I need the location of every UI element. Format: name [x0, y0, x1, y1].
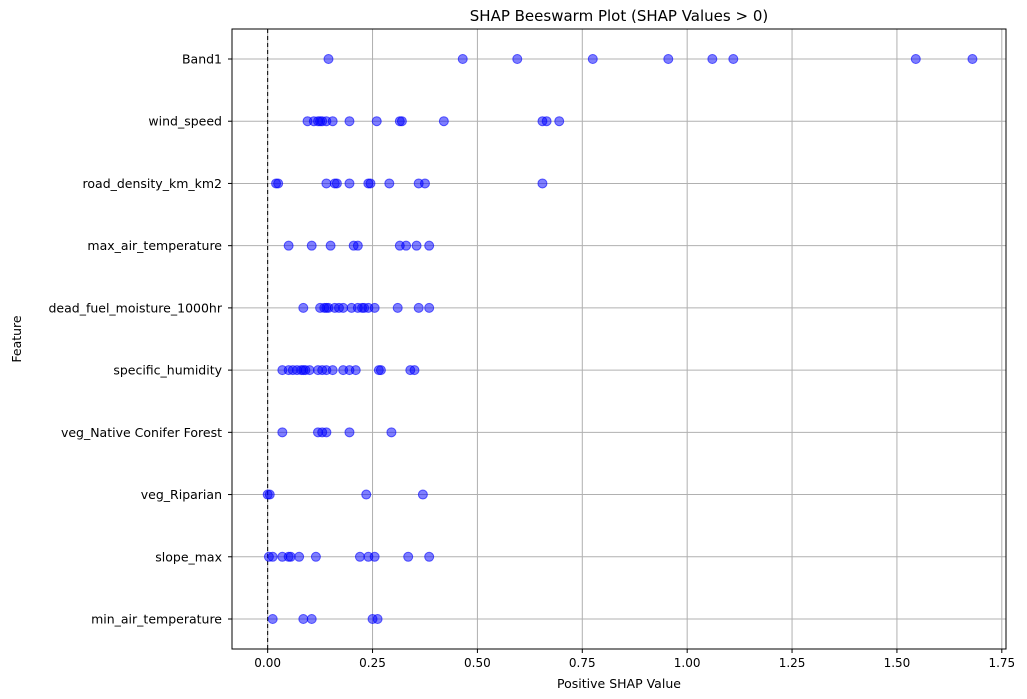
y-tick-label: max_air_temperature [87, 238, 222, 253]
data-point [396, 116, 407, 127]
data-point [304, 365, 315, 376]
x-tick-label: 1.75 [988, 656, 1015, 670]
data-point [728, 54, 739, 64]
data-point [352, 240, 363, 251]
data-point [285, 551, 296, 562]
data-points [262, 54, 978, 624]
data-point [350, 365, 361, 376]
y-tick-label: Band1 [182, 52, 222, 67]
data-point [325, 240, 336, 251]
data-point [294, 551, 305, 562]
data-point [392, 302, 403, 313]
x-tick-label: 0.25 [359, 656, 386, 670]
y-tick-label: wind_speed [148, 114, 222, 129]
data-point [327, 365, 338, 376]
data-point [371, 116, 382, 127]
y-tick-label: specific_humidity [113, 363, 222, 378]
data-point [438, 116, 449, 127]
x-tick-label: 0.75 [569, 656, 596, 670]
y-tick-label: road_density_km_km2 [83, 176, 222, 191]
data-point [419, 178, 430, 189]
x-axis-label: Positive SHAP Value [557, 676, 681, 691]
data-point [386, 427, 397, 438]
y-tick-label: veg_Native Conifer Forest [61, 425, 222, 440]
x-tick-label: 1.50 [884, 656, 911, 670]
data-point [354, 551, 365, 562]
data-point [344, 427, 355, 438]
data-point [283, 240, 294, 251]
data-point [344, 178, 355, 189]
y-tick-label: slope_max [155, 549, 222, 564]
x-tick-label: 1.25 [779, 656, 806, 670]
data-point [457, 54, 468, 64]
data-point [321, 427, 332, 438]
data-point [369, 551, 380, 562]
data-point [365, 178, 376, 189]
data-point [401, 240, 412, 251]
plot-area [232, 29, 1006, 649]
y-axis-label: Feature [9, 315, 24, 363]
data-point [267, 614, 278, 624]
x-tick-label: 1.00 [674, 656, 701, 670]
x-tick-label: 0.00 [254, 656, 281, 670]
data-point [417, 489, 428, 500]
data-point [273, 178, 284, 189]
data-point [338, 302, 349, 313]
chart-title: SHAP Beeswarm Plot (SHAP Values > 0) [470, 7, 768, 25]
data-point [369, 302, 380, 313]
data-point [537, 178, 548, 189]
data-point [424, 302, 435, 313]
data-point [361, 489, 372, 500]
y-tick-label: veg_Riparian [141, 487, 222, 502]
data-point [663, 54, 674, 64]
data-point [384, 178, 395, 189]
y-grid [232, 58, 1006, 620]
x-tick-label: 0.50 [464, 656, 491, 670]
data-point [403, 551, 414, 562]
plot-frame [231, 28, 1007, 650]
data-point [264, 489, 275, 500]
data-point [327, 116, 338, 127]
data-point [424, 551, 435, 562]
data-point [372, 614, 383, 624]
x-grid [267, 29, 1003, 649]
data-point [512, 54, 523, 64]
data-point [967, 54, 978, 64]
y-ticks: Band1 wind_speed road_density_km_km2 max_ai… [48, 52, 232, 627]
data-point [707, 54, 718, 64]
x-ticks: 0.00 0.25 0.50 0.75 1.00 1.25 1.50 1.75 [254, 649, 1015, 670]
data-point [277, 427, 288, 438]
data-point [409, 365, 420, 376]
data-point [541, 116, 552, 127]
y-tick-label: dead_fuel_moisture_1000hr [48, 300, 222, 315]
data-point [554, 116, 565, 127]
data-point [321, 178, 332, 189]
data-point [587, 54, 598, 64]
data-point [413, 302, 424, 313]
data-point [375, 365, 386, 376]
data-point [310, 551, 321, 562]
y-tick-label: min_air_temperature [91, 612, 222, 627]
data-point [323, 54, 334, 64]
data-point [306, 240, 317, 251]
data-point [298, 614, 309, 624]
data-point [267, 551, 278, 562]
data-point [344, 116, 355, 127]
data-point [910, 54, 921, 64]
data-point [424, 240, 435, 251]
data-point [331, 178, 342, 189]
data-point [306, 614, 317, 624]
data-point [298, 302, 309, 313]
data-point [411, 240, 422, 251]
